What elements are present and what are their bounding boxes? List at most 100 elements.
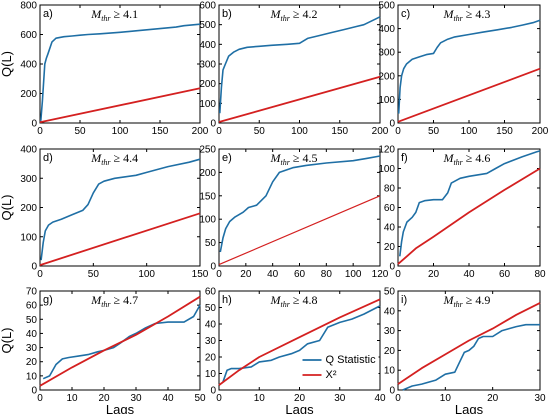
x-tick-label: 0 bbox=[37, 269, 43, 280]
y-tick-label: 0 bbox=[210, 386, 216, 397]
panel-label: b) bbox=[222, 8, 232, 20]
y-tick-label: 40 bbox=[384, 306, 396, 317]
q-statistic-line bbox=[40, 158, 201, 261]
q-statistic-line bbox=[219, 155, 381, 253]
x-tick-label: 150 bbox=[152, 126, 169, 137]
y-tick-label: 100 bbox=[199, 215, 216, 226]
x-tick-label: 50 bbox=[88, 269, 100, 280]
y-tick-label: 200 bbox=[199, 79, 216, 90]
threshold-symbol: M bbox=[442, 293, 454, 307]
threshold-value: ≥ 4.8 bbox=[290, 293, 318, 307]
y-tick-label: 300 bbox=[20, 174, 37, 185]
y-tick-label: 10 bbox=[384, 366, 396, 377]
q-statistic-line bbox=[222, 305, 381, 383]
x-tick-label: 0 bbox=[216, 393, 222, 404]
threshold-value: ≥ 4.2 bbox=[290, 7, 318, 21]
threshold-symbol: M bbox=[442, 151, 454, 165]
y-tick-label: 0 bbox=[389, 262, 395, 273]
panel-label: g) bbox=[43, 294, 53, 306]
subplot-d: 0 50 100 150 0 100 200 300 400 d) Mthr ≥ 4.4 Q(L) bbox=[0, 145, 209, 281]
subplot-b: 0 50 100 150 200 0 100 200 300 400 500 600 b) Mthr ≥ … bbox=[199, 1, 388, 138]
y-tick-label: 300 bbox=[378, 48, 395, 59]
x-tick-label: 0 bbox=[395, 126, 401, 137]
y-tick-label: 0 bbox=[389, 119, 395, 130]
y-tick-label: 70 bbox=[26, 287, 38, 298]
threshold-value: ≥ 4.1 bbox=[111, 7, 139, 21]
y-tick-label: 30 bbox=[384, 326, 396, 337]
chi-square-line bbox=[397, 167, 541, 265]
axes-frame bbox=[397, 4, 541, 124]
x-tick-label: 20 bbox=[428, 269, 440, 280]
y-tick-label: 400 bbox=[20, 145, 37, 156]
y-tick-label: 0 bbox=[389, 386, 395, 397]
y-tick-label: 600 bbox=[20, 30, 37, 41]
x-tick-label: 200 bbox=[532, 126, 549, 137]
x-tick-label: 150 bbox=[192, 269, 209, 280]
x-tick-label: 200 bbox=[372, 126, 389, 137]
y-tick-label: 50 bbox=[26, 315, 38, 326]
y-tick-label: 10 bbox=[205, 369, 217, 380]
threshold-annotation: Mthr ≥ 4.3 bbox=[442, 7, 490, 23]
q-statistic-line bbox=[402, 323, 540, 391]
q-statistic-line bbox=[397, 19, 541, 114]
y-tick-label: 250 bbox=[199, 145, 216, 156]
threshold-value: ≥ 4.5 bbox=[290, 151, 318, 165]
y-tick-label: 60 bbox=[384, 203, 396, 214]
y-tick-label: 40 bbox=[384, 223, 396, 234]
chi-square-line bbox=[397, 302, 541, 385]
y-tick-label: 50 bbox=[384, 287, 396, 298]
y-tick-label: 20 bbox=[26, 357, 38, 368]
y-axis-label: Q(L) bbox=[0, 51, 14, 77]
chi-square-line bbox=[218, 75, 381, 123]
threshold-subscript: thr bbox=[453, 14, 463, 23]
x-tick-label: 0 bbox=[395, 393, 401, 404]
x-tick-label: 20 bbox=[240, 269, 252, 280]
y-tick-label: 50 bbox=[205, 303, 217, 314]
subplot-e: 0 20 40 60 80 100 120 0 50 100 150 200 250 e) Mthr ≥ 4… bbox=[199, 145, 388, 281]
y-tick-label: 400 bbox=[199, 40, 216, 51]
x-tick-label: 40 bbox=[374, 393, 386, 404]
x-tick-label: 30 bbox=[534, 393, 546, 404]
y-tick-label: 100 bbox=[378, 164, 395, 175]
x-tick-label: 150 bbox=[496, 126, 513, 137]
threshold-symbol: M bbox=[270, 7, 282, 21]
axes-frame bbox=[39, 148, 201, 267]
q-statistic-line bbox=[399, 150, 541, 257]
subplot-h: 0 10 20 30 40 0 10 20 30 40 50 60 h) Mthr ≥ 4.8 Lags Q … bbox=[205, 287, 386, 414]
threshold-symbol: M bbox=[90, 151, 102, 165]
x-tick-label: 50 bbox=[194, 393, 206, 404]
chi-square-line bbox=[39, 212, 201, 266]
q-statistic-line bbox=[219, 16, 381, 114]
threshold-annotation: Mthr ≥ 4.9 bbox=[442, 293, 490, 309]
threshold-subscript: thr bbox=[101, 158, 111, 167]
legend-q-statistic-label: Q Statistic bbox=[326, 354, 377, 366]
x-tick-label: 200 bbox=[192, 126, 209, 137]
chi-square-line bbox=[218, 298, 381, 386]
x-tick-label: 10 bbox=[440, 393, 452, 404]
x-tick-label: 10 bbox=[66, 393, 78, 404]
y-tick-label: 800 bbox=[20, 1, 37, 12]
x-tick-label: 100 bbox=[138, 269, 155, 280]
y-tick-label: 80 bbox=[384, 184, 396, 195]
threshold-subscript: thr bbox=[453, 300, 463, 309]
x-axis-label: Lags bbox=[455, 402, 484, 414]
x-tick-label: 100 bbox=[291, 126, 308, 137]
x-axis-label: Lags bbox=[285, 402, 314, 414]
threshold-subscript: thr bbox=[101, 300, 111, 309]
threshold-subscript: thr bbox=[281, 158, 291, 167]
subplot-i: 0 10 20 30 0 10 20 30 40 50 i) Mthr ≥ 4.9 Lags bbox=[384, 287, 546, 414]
y-tick-label: 200 bbox=[378, 71, 395, 82]
x-tick-label: 20 bbox=[98, 393, 110, 404]
x-tick-label: 50 bbox=[428, 126, 440, 137]
y-tick-label: 150 bbox=[199, 191, 216, 202]
axes-frame bbox=[218, 4, 381, 124]
threshold-annotation: Mthr ≥ 4.4 bbox=[90, 151, 138, 167]
threshold-annotation: Mthr ≥ 4.1 bbox=[90, 7, 138, 23]
x-tick-label: 100 bbox=[345, 269, 362, 280]
threshold-annotation: Mthr ≥ 4.2 bbox=[270, 7, 318, 23]
y-tick-label: 0 bbox=[31, 119, 37, 130]
x-tick-label: 40 bbox=[463, 269, 475, 280]
chi-square-line bbox=[39, 295, 201, 387]
y-axis-label: Q(L) bbox=[0, 328, 14, 354]
